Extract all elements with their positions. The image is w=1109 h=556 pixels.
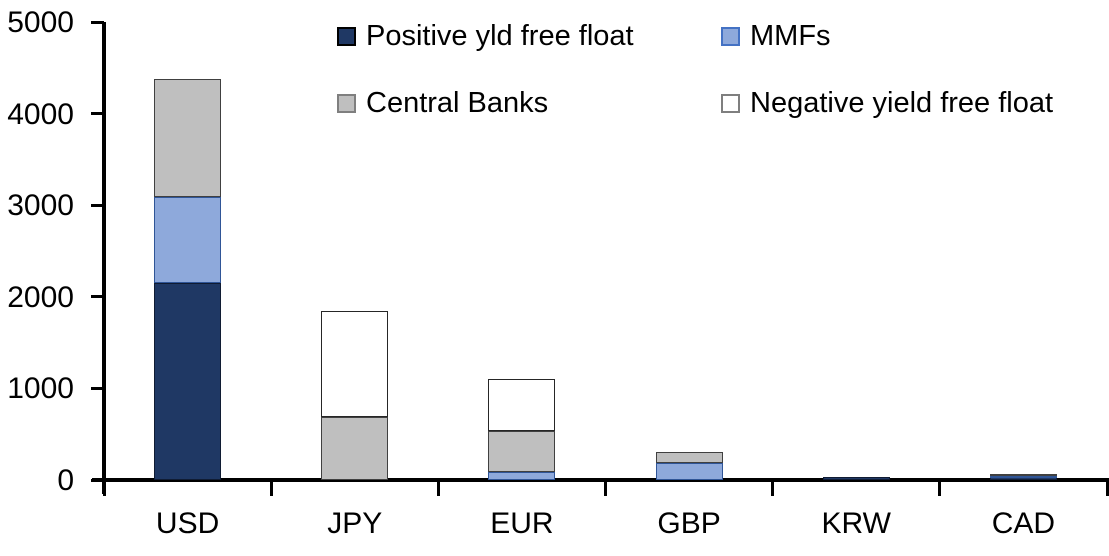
- bar-segment: [488, 379, 556, 432]
- legend-item-negative-yield-free-float: Negative yield free float: [721, 87, 1053, 120]
- y-axis-tick-label: 2000: [7, 280, 74, 314]
- bar-segment: [655, 451, 723, 463]
- legend-swatch-central-banks-icon: [337, 94, 356, 113]
- y-axis-tick-label: 0: [57, 464, 74, 497]
- legend-label: Negative yield free float: [750, 87, 1054, 119]
- y-axis-tick-label: 1000: [7, 372, 74, 406]
- y-axis-tick-label: 4000: [7, 97, 74, 131]
- x-axis-label: KRW: [821, 507, 891, 540]
- legend-swatch-negative-yield-free-float-icon: [721, 94, 740, 113]
- x-axis-tick: [436, 478, 440, 496]
- x-axis: [92, 478, 1107, 482]
- bar-segment: [989, 474, 1057, 477]
- y-axis-tick-label: 3000: [7, 189, 74, 223]
- x-axis-tick: [604, 478, 607, 496]
- x-axis-label: EUR: [490, 507, 554, 540]
- bar-segment: [154, 196, 222, 284]
- x-axis-tick: [1105, 478, 1109, 496]
- bar-segment: [655, 462, 723, 480]
- bar-segment: [154, 78, 222, 197]
- x-axis-tick: [269, 478, 273, 496]
- bar-segment: [321, 416, 389, 480]
- x-axis-tick: [771, 478, 775, 496]
- x-axis-label: USD: [155, 507, 220, 540]
- x-axis-label: CAD: [991, 507, 1056, 540]
- bar-segment: [321, 311, 389, 417]
- legend-item-central-banks: Central Banks: [337, 87, 548, 120]
- legend-item-mmfs: MMFs: [721, 20, 831, 53]
- y-axis-tick: [91, 203, 104, 207]
- y-axis-tick: [91, 295, 104, 299]
- x-axis-tick: [102, 478, 106, 496]
- y-axis-tick-label: 5000: [7, 6, 74, 39]
- bar-segment: [989, 476, 1057, 479]
- y-axis: [102, 22, 106, 494]
- x-axis-label: GBP: [657, 507, 721, 540]
- y-axis-tick: [91, 20, 104, 24]
- bar-segment: [488, 471, 556, 480]
- legend-label: Positive yld free float: [366, 20, 634, 52]
- y-axis-tick: [91, 112, 104, 116]
- bar-segment: [154, 283, 222, 480]
- legend-label: Central Banks: [366, 87, 549, 119]
- bar-segment: [822, 476, 890, 480]
- x-axis-label: JPY: [327, 507, 383, 540]
- bar-segment: [488, 431, 556, 472]
- legend-label: MMFs: [750, 20, 831, 52]
- legend-swatch-mmfs-icon: [721, 27, 740, 46]
- legend-item-positive-yld-free-float: Positive yld free float: [337, 20, 634, 53]
- y-axis-tick: [91, 386, 104, 390]
- y-axis-tick: [91, 478, 104, 482]
- legend-swatch-positive-yld-free-float-icon: [337, 27, 356, 46]
- x-axis-tick: [938, 478, 942, 496]
